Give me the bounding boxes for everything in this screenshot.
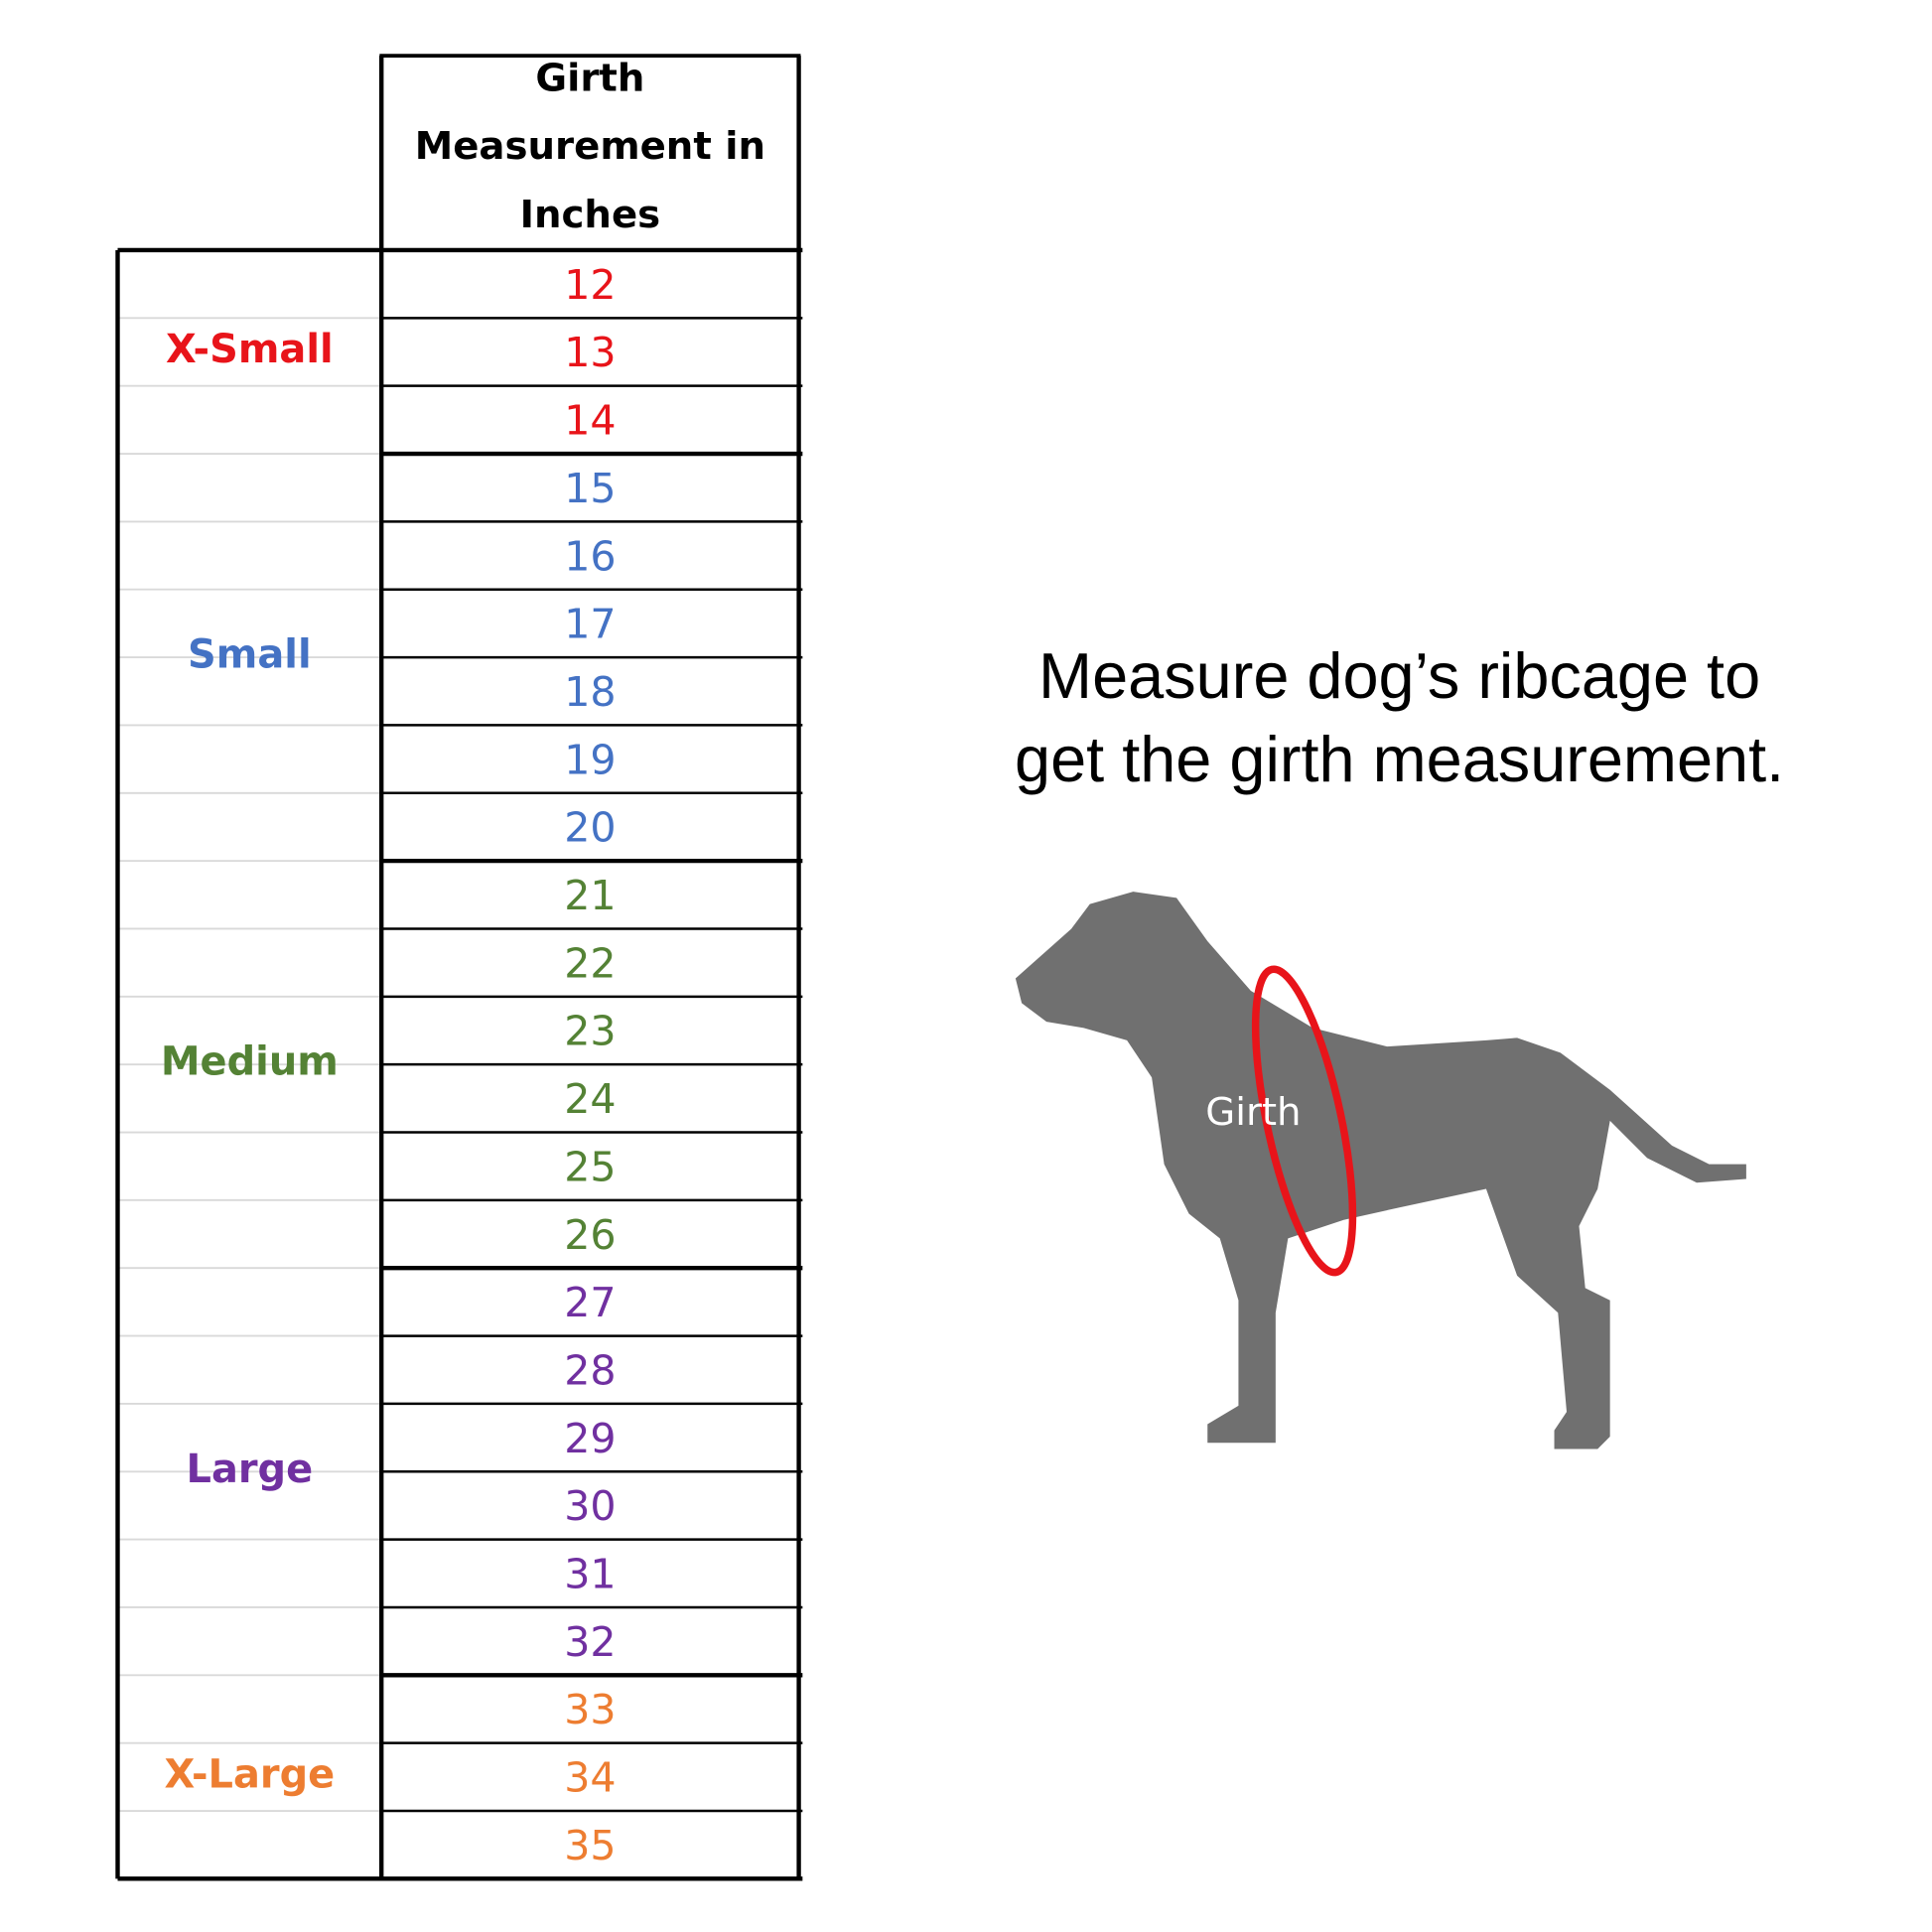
size-group: Large — [187, 1447, 314, 1492]
size-value: 32 — [564, 1618, 616, 1666]
size-value: 14 — [564, 397, 616, 445]
size-value: 35 — [564, 1822, 616, 1869]
size-value: 13 — [564, 329, 616, 376]
header-text: Girth — [535, 57, 644, 101]
size-value: 15 — [564, 465, 616, 512]
size-group: Medium — [161, 1039, 339, 1085]
size-value: 26 — [564, 1211, 616, 1259]
size-value: 21 — [564, 872, 616, 919]
size-value: 24 — [564, 1075, 616, 1123]
size-value: 20 — [564, 804, 616, 852]
size-value: 18 — [564, 668, 616, 716]
size-group: Small — [188, 632, 312, 678]
size-value: 25 — [564, 1143, 616, 1190]
size-value: 27 — [564, 1279, 616, 1326]
size-group: X-Large — [164, 1751, 335, 1797]
note-line: Measure dog’s ribcage to — [1038, 639, 1760, 712]
girth-ring — [1251, 965, 1357, 1277]
dog-silhouette — [1015, 892, 1746, 1449]
size-group: X-Small — [166, 327, 334, 372]
size-value: 17 — [564, 601, 616, 648]
girth-label: Girth — [1205, 1090, 1301, 1135]
note-line: get the girth measurement. — [1015, 723, 1784, 795]
size-value: 28 — [564, 1346, 616, 1394]
header-text: Inches — [520, 193, 661, 237]
size-value: 23 — [564, 1008, 616, 1055]
size-value: 30 — [564, 1482, 616, 1530]
size-value: 22 — [564, 939, 616, 987]
size-value: 31 — [564, 1551, 616, 1598]
size-value: 29 — [564, 1415, 616, 1462]
size-value: 19 — [564, 736, 616, 783]
size-value: 16 — [564, 532, 616, 580]
dog-illustration: Girth — [1015, 892, 1746, 1449]
size-value: 33 — [564, 1686, 616, 1733]
header-text: Measurement in — [415, 124, 765, 169]
size-value: 12 — [564, 261, 616, 309]
size-value: 34 — [564, 1754, 616, 1802]
